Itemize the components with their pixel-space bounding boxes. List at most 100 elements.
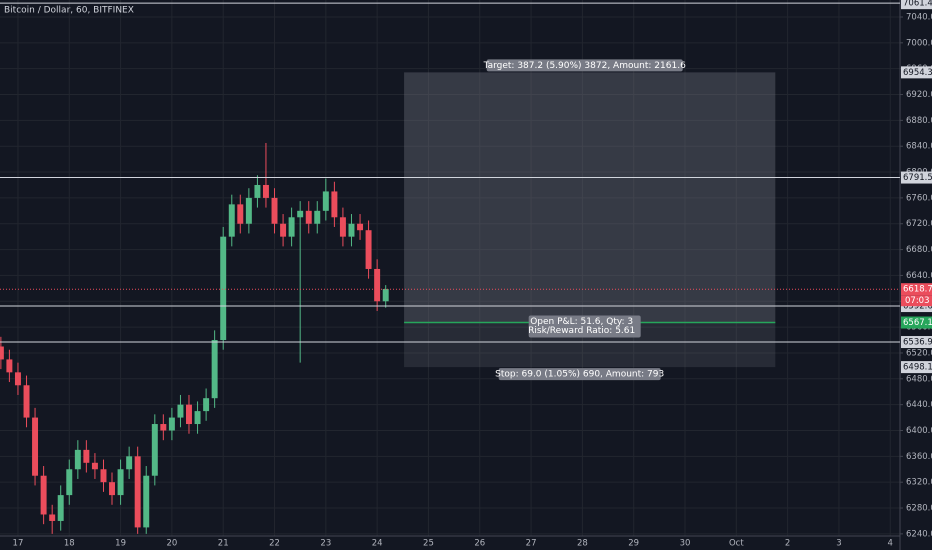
y-tick-label: 6920.0 xyxy=(906,90,932,100)
position-label: Stop: 69.0 (1.05%) 690, Amount: 793 xyxy=(495,370,664,380)
x-tick-label: 18 xyxy=(64,539,75,549)
candle-body xyxy=(314,210,321,224)
x-tick-label: 4 xyxy=(888,539,893,549)
y-tick-label: 6360.0 xyxy=(906,452,932,462)
y-tick-label: 6280.0 xyxy=(906,504,932,514)
candle-body xyxy=(339,217,346,237)
level-tag: 6536.9 xyxy=(903,338,932,348)
candle-body xyxy=(305,210,312,224)
candle-body xyxy=(109,482,115,496)
candle-body xyxy=(228,204,235,237)
y-tick-label: 6840.0 xyxy=(906,142,932,152)
candle-body xyxy=(74,449,81,470)
target-zone xyxy=(404,72,776,323)
x-tick-label: 26 xyxy=(474,539,485,549)
position-label: Target: 387.2 (5.90%) 3872, Amount: 2161… xyxy=(483,61,686,71)
candle-body xyxy=(117,469,124,496)
x-tick-label: 30 xyxy=(680,539,691,549)
y-tick-label: 6400.0 xyxy=(906,426,932,436)
level-tag: 6791.5 xyxy=(903,173,932,183)
x-tick-label: 17 xyxy=(13,539,24,549)
candle-body xyxy=(322,191,329,211)
candle-body xyxy=(23,385,30,418)
stop-tag-box xyxy=(901,361,932,374)
candle-body xyxy=(126,456,133,470)
last-price-tag-box xyxy=(901,283,932,296)
x-tick-label: 22 xyxy=(269,539,280,549)
level-tag-box xyxy=(901,336,932,349)
x-tick-label: 19 xyxy=(115,539,126,549)
y-tick-label: 6760.0 xyxy=(906,193,932,203)
level-tag: 7061.4 xyxy=(903,0,932,9)
y-tick-label: 6880.0 xyxy=(906,116,932,126)
y-tick-label: 6320.0 xyxy=(906,478,932,488)
candle-body xyxy=(91,462,98,470)
stop-tag: 6498.1 xyxy=(903,363,932,373)
x-tick-label: 24 xyxy=(372,539,383,549)
candle-body xyxy=(220,236,227,341)
x-tick-label: 25 xyxy=(423,539,434,549)
y-tick-label: 6720.0 xyxy=(906,219,932,229)
candle-body xyxy=(348,223,355,237)
candle-body xyxy=(160,424,167,431)
candle-body xyxy=(203,398,210,412)
x-tick-label: 28 xyxy=(577,539,588,549)
y-tick-label: 6480.0 xyxy=(906,374,932,384)
candle-body xyxy=(288,217,295,237)
y-tick-label: 7040.0 xyxy=(906,12,932,22)
candle-body xyxy=(0,346,4,360)
candle-body xyxy=(14,372,21,386)
candle-body xyxy=(245,197,252,224)
candle-body xyxy=(177,404,184,418)
candle-body xyxy=(357,223,364,231)
candle-body xyxy=(365,230,372,269)
y-tick-label: 6640.0 xyxy=(906,271,932,281)
candle-body xyxy=(32,417,39,476)
countdown: 07:03 xyxy=(905,296,930,306)
entry-tag-box xyxy=(901,316,932,329)
candle-body xyxy=(57,495,64,521)
candle-body xyxy=(382,288,389,302)
candle-body xyxy=(185,404,192,425)
candle-body xyxy=(134,456,141,528)
candle-body xyxy=(66,469,73,496)
candle-body xyxy=(374,268,381,302)
x-tick-label: 20 xyxy=(166,539,177,549)
position-label-box xyxy=(486,59,683,72)
candle-body xyxy=(271,197,278,224)
position-label-box xyxy=(528,315,641,338)
x-tick-label: 23 xyxy=(320,539,331,549)
target-tag: 6954.3 xyxy=(903,68,932,78)
position-label-box xyxy=(498,368,661,381)
level-tag: 6592.6 xyxy=(903,302,932,312)
y-tick-label: 6680.0 xyxy=(906,245,932,255)
level-tag-box xyxy=(901,171,932,184)
x-tick-label: 2 xyxy=(785,539,790,549)
y-tick-label: 7000.0 xyxy=(906,38,932,48)
position-label: Risk/Reward Ratio: 5.61 xyxy=(528,326,635,336)
candle-body xyxy=(83,449,90,463)
x-tick-label: Oct xyxy=(729,539,744,549)
x-tick-label: 29 xyxy=(628,539,639,549)
candle-body xyxy=(237,204,244,224)
countdown-box xyxy=(901,295,932,307)
target-tag-box xyxy=(901,66,932,79)
entry-tag: 6567.1 xyxy=(903,318,932,328)
candle-body xyxy=(280,223,287,237)
position-label: Open P&L: 51.6, Qty: 3 xyxy=(530,317,633,327)
candle-body xyxy=(168,417,175,431)
chart-title: Bitcoin / Dollar, 60, BITFINEX xyxy=(4,6,134,16)
candle-body xyxy=(254,184,261,198)
y-tick-label: 6240.0 xyxy=(906,529,932,539)
candle-body xyxy=(49,514,56,521)
candle-body xyxy=(143,475,150,528)
candle-body xyxy=(40,475,47,515)
level-tag-box xyxy=(901,0,932,10)
candle-body xyxy=(194,411,201,425)
y-tick-label: 6440.0 xyxy=(906,400,932,410)
candle-body xyxy=(331,191,338,218)
candle-body xyxy=(211,340,218,399)
last-price-tag: 6618.7 xyxy=(903,285,932,295)
x-tick-label: 3 xyxy=(836,539,841,549)
